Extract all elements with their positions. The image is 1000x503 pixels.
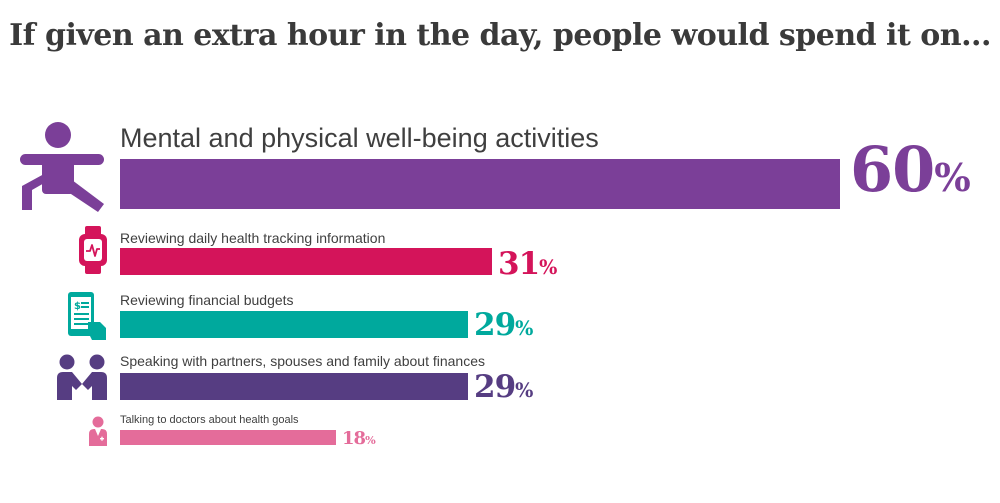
value-unit: %	[515, 317, 533, 340]
bar-value-financial-budgets: 29%	[474, 307, 533, 343]
value-number: 18	[342, 428, 366, 449]
bar-label-wellbeing: Mental and physical well-being activitie…	[120, 123, 599, 153]
value-unit: %	[365, 434, 376, 447]
bar-label-financial-budgets: Reviewing financial budgets	[120, 292, 294, 308]
value-number: 29	[474, 369, 516, 405]
two-people-icon	[57, 354, 107, 400]
bar-label-family-finances: Speaking with partners, spouses and fami…	[120, 353, 485, 369]
bar-wellbeing	[120, 159, 840, 209]
phone-budget-icon: $	[68, 292, 106, 340]
value-number: 60	[850, 133, 935, 206]
value-unit: %	[934, 156, 971, 201]
bar-value-doctors: 18%	[342, 428, 376, 449]
value-number: 31	[498, 246, 540, 282]
value-number: 29	[474, 307, 516, 343]
value-unit: %	[539, 256, 557, 279]
value-unit: %	[515, 379, 533, 402]
bar-family-finances	[120, 373, 468, 400]
bar-value-health-tracking: 31%	[498, 246, 557, 282]
svg-text:$: $	[74, 301, 81, 312]
bar-doctors	[120, 430, 336, 445]
bar-financial-budgets	[120, 311, 468, 338]
bar-label-doctors: Talking to doctors about health goals	[120, 414, 299, 426]
bar-value-wellbeing: 60%	[850, 133, 971, 206]
bar-health-tracking	[120, 248, 492, 275]
chart-title: If given an extra hour in the day, peopl…	[9, 18, 991, 53]
stretching-person-icon	[20, 122, 104, 212]
smartwatch-icon	[79, 226, 107, 274]
bar-value-family-finances: 29%	[474, 369, 533, 405]
bar-label-health-tracking: Reviewing daily health tracking informat…	[120, 230, 386, 246]
doctor-icon	[89, 416, 107, 446]
